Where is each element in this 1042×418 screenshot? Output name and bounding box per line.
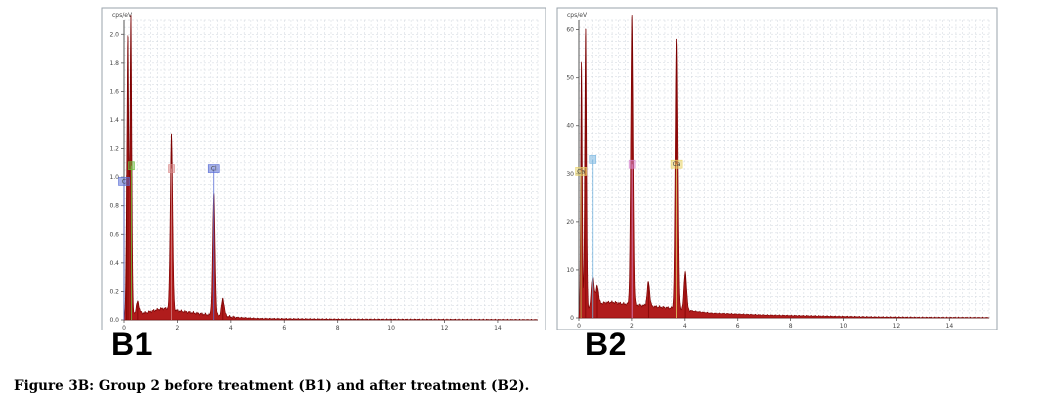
x-tick-label: 6 [736, 323, 740, 330]
element-marker-box [118, 177, 130, 186]
element-marker-label: Ca [577, 168, 585, 175]
y-tick-label: 0.0 [109, 317, 119, 324]
y-tick-label: 1.4 [109, 117, 119, 124]
element-marker-label: Ca [673, 161, 681, 168]
x-tick-label: 4 [229, 325, 233, 330]
element-marker-box [168, 164, 175, 173]
x-tick-label: 4 [683, 323, 687, 330]
x-tick-label: 10 [387, 325, 395, 330]
y-tick-label: 1.0 [109, 174, 119, 181]
element-marker-box [207, 164, 220, 173]
element-marker-box [628, 159, 636, 169]
x-tick-label: 10 [840, 323, 848, 330]
x-tick-label: 12 [893, 323, 901, 330]
y-tick-label: 1.6 [109, 88, 119, 95]
y-tick-label: 60 [566, 27, 574, 34]
element-marker-box [589, 155, 597, 164]
y-tick-label: 40 [566, 123, 574, 130]
x-tick-label: 14 [946, 323, 954, 330]
y-tick-label: 0.4 [109, 260, 119, 267]
x-tick-label: 12 [441, 325, 449, 330]
element-marker-label: C [122, 178, 126, 185]
y-tick-label: 20 [566, 219, 574, 226]
spectrum-area [578, 16, 990, 319]
y-tick-label: 1.2 [109, 146, 119, 153]
panel-label-b1: B1 [111, 326, 153, 362]
panel-label-b2: B2 [585, 326, 627, 362]
y-tick-label: 0 [570, 315, 574, 322]
element-marker-box [670, 159, 683, 169]
x-tick-label: 6 [282, 325, 286, 330]
figure-caption: Figure 3B: Group 2 before treatment (B1)… [14, 378, 530, 394]
element-marker-label: Cl [211, 166, 217, 173]
x-tick-label: 8 [789, 323, 793, 330]
y-tick-label: 50 [566, 75, 574, 82]
x-tick-label: 14 [494, 325, 502, 330]
y-tick-label: 0.2 [109, 288, 119, 295]
y-axis-unit-label: cps/eV [112, 12, 133, 19]
y-tick-label: 30 [566, 171, 574, 178]
y-tick-label: 10 [566, 267, 574, 274]
plot-window-frame [101, 7, 546, 330]
spectrum-chart-b1: 0.0 0.2 0.4 0.6 0.8 1.0 1.2 1.4 1.6 1.8 2.0 0 2 4 6 8 10… [101, 7, 546, 330]
y-tick-label: 0.6 [109, 231, 119, 238]
element-marker-box [128, 161, 135, 171]
element-marker-box [575, 167, 587, 176]
spectrum-area [123, 15, 538, 321]
spectrum-panel-b1: 0.0 0.2 0.4 0.6 0.8 1.0 1.2 1.4 1.6 1.8 2.0 0 2 4 6 8 10… [94, 0, 546, 362]
x-tick-label: 8 [336, 325, 340, 330]
y-tick-label: 1.8 [109, 60, 119, 67]
x-tick-label: 0 [577, 323, 581, 330]
x-tick-label: 2 [176, 325, 180, 330]
x-tick-label: 0 [122, 325, 126, 330]
y-tick-label: 0.8 [109, 203, 119, 210]
y-tick-label: 2.0 [109, 31, 119, 38]
y-axis-unit-label: cps/eV [567, 12, 588, 19]
x-tick-label: 2 [630, 323, 634, 330]
